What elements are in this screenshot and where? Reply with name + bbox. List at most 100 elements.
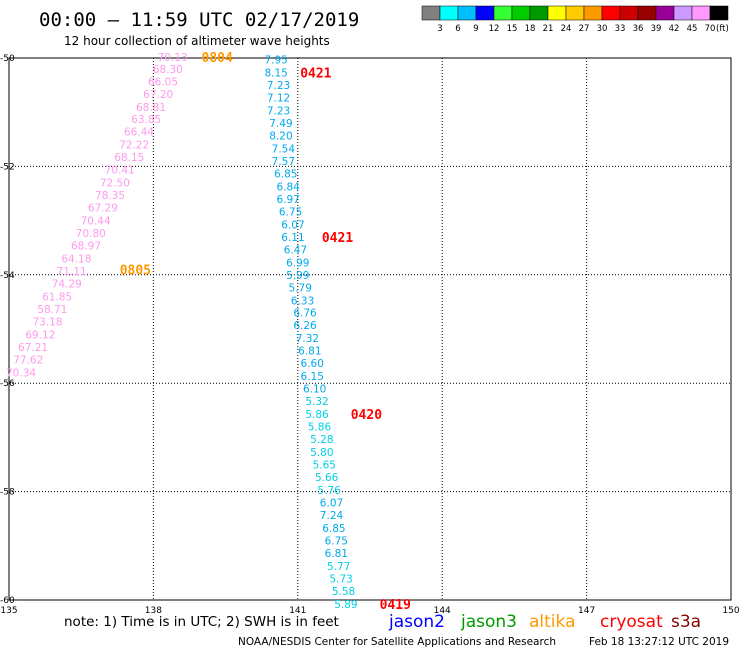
satellite-legend: jason2 jason3 altika cryosat s3a [388,612,701,632]
pass-time-label: 0804 [202,51,233,66]
credit-text: NOAA/NESDIS Center for Satellite Applica… [238,636,556,648]
chart-title: 00:00 – 11:59 UTC 02/17/2019 [39,9,359,31]
color-scale-swatch [583,5,603,21]
satellite-name-altika: altika [529,612,576,632]
wave-height-label: 5.28 [310,434,333,446]
wave-height-label: 6.85 [274,168,297,180]
wave-height-label: 6.81 [298,346,321,358]
wave-height-label: 70.80 [76,228,106,240]
wave-height-label: 63.85 [131,114,161,126]
wave-height-label: 70.41 [105,165,135,177]
color-scale-swatch [637,5,657,21]
satellite-name-jason3: jason3 [460,612,517,632]
color-scale-label: 70 [705,24,716,34]
wave-height-label: 8.15 [264,68,287,80]
wave-height-label: 78.35 [95,190,125,202]
color-scale-label: 15 [507,24,518,34]
color-scale-swatch [511,5,531,21]
wave-height-label: 7.54 [272,144,296,156]
x-tick-label: 144 [434,606,451,616]
wave-height-label: 5.89 [334,599,357,611]
wave-height-label: 5.65 [313,460,336,472]
wave-height-label: 7.95 [264,55,287,67]
wave-height-label: 5.79 [289,282,312,294]
color-scale-swatch [619,5,639,21]
wave-height-label: 6.81 [325,548,348,560]
pass-time-label: 0805 [120,263,151,278]
wave-height-label: 69.12 [25,329,55,341]
color-scale-swatch [457,5,477,21]
wave-height-label: 70.13 [158,52,188,64]
color-scale-swatch [475,5,495,21]
wave-height-label: 5.80 [310,447,333,459]
timestamp-text: Feb 18 13:27:12 UTC 2019 [589,636,729,648]
y-axis-tick-labels: -50 -52 -54 -56 -58 -60 [0,54,15,606]
x-tick-label: 141 [289,606,306,616]
color-scale-swatch [601,5,621,21]
wave-height-label: 58.71 [37,304,67,316]
wave-height-label: 7.12 [267,93,290,105]
wave-height-label: 72.50 [100,178,130,190]
wave-height-label: 7.57 [272,156,295,168]
x-tick-label: 135 [0,606,17,616]
color-scale-label: 21 [543,24,554,34]
wave-height-label: 6.07 [281,219,304,231]
satellite-name-cryosat: cryosat [600,612,663,632]
x-tick-label: 138 [145,606,162,616]
color-scale-label: 9 [473,24,478,34]
data-point-labels: 70.1368.3066.0567.2068.8163.8566.4472.22… [6,52,358,611]
color-scale-label: 33 [615,24,626,34]
wave-height-label: 61.85 [42,291,72,303]
wave-height-label: 8.20 [269,131,292,143]
wave-height-label: 6.10 [303,384,326,396]
wave-height-label: 6.76 [293,308,317,320]
color-scale-label: 12 [489,24,500,34]
wave-height-label: 6.47 [284,244,307,256]
y-tick-label: -60 [0,596,15,606]
wave-height-label: 70.34 [6,367,36,379]
wave-height-label: 5.86 [305,409,329,421]
wave-height-label: 5.77 [327,561,350,573]
wave-height-label: 72.22 [119,140,149,152]
color-scale-label: 3 [437,24,442,34]
wave-height-label: 68.97 [71,241,101,253]
wave-height-label: 67.21 [18,342,48,354]
x-axis-tick-labels: 135 138 141 144 147 150 [0,606,739,616]
color-scale-label: 39 [651,24,662,34]
color-scale-label: 24 [561,24,572,34]
wave-height-label: 7.23 [267,80,290,92]
wave-height-label: 7.23 [267,106,290,118]
wave-height-label: 6.75 [279,206,302,218]
color-scale-swatch [655,5,675,21]
color-scale-label: 45 [687,24,698,34]
color-scale-label: 36 [633,24,644,34]
color-scale-swatch [691,5,711,21]
wave-height-label: 68.81 [136,102,166,114]
wave-height-label: 6.85 [322,523,345,535]
wave-height-label: 7.24 [320,510,344,522]
y-tick-label: -58 [0,488,15,498]
color-scale-label: 6 [455,24,460,34]
chart-subtitle: 12 hour collection of altimeter wave hei… [64,34,330,48]
wave-height-label: 7.32 [296,333,319,345]
wave-height-label: 6.07 [320,497,343,509]
color-scale-label: 30 [597,24,608,34]
wave-height-label: 67.20 [143,89,173,101]
wave-height-label: 67.29 [88,203,118,215]
wave-height-label: 6.84 [276,181,300,193]
pass-time-label: 0419 [380,598,411,613]
plot-grid [9,58,731,600]
wave-height-label: 74.29 [52,278,82,290]
pass-time-label: 0421 [322,231,353,246]
satellite-name-s3a: s3a [671,612,701,632]
wave-height-label: 6.11 [281,232,304,244]
wave-height-label: 5.73 [329,573,352,585]
color-scale-legend: 3 6 9 12 15 18 21 24 27 30 33 36 39 42 45 70 (ft) [421,5,729,34]
color-scale-swatch [709,5,729,21]
wave-height-label: 77.62 [13,354,43,366]
wave-height-label: 6.33 [291,295,314,307]
satellite-name-jason2: jason2 [388,612,445,632]
y-tick-label: -54 [0,271,15,281]
color-scale-swatch [547,5,567,21]
